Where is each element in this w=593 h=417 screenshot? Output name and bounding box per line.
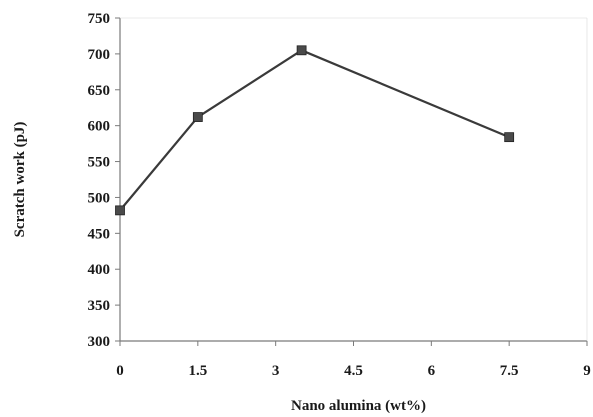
y-tick-label: 450 <box>88 226 111 242</box>
x-tick-label: 6 <box>428 363 436 379</box>
x-tick-label: 4.5 <box>344 363 363 379</box>
data-series <box>115 45 515 216</box>
data-point-marker <box>504 132 515 143</box>
series-line <box>119 49 510 212</box>
x-axis-title: Nano alumina (wt%) <box>291 398 426 414</box>
x-axis-ticks: 0 1.5 3 4.5 6 7.5 9 <box>116 341 591 379</box>
y-tick-label: 350 <box>88 298 111 314</box>
data-point-marker <box>296 45 307 56</box>
x-tick-label: 9 <box>583 363 591 379</box>
x-tick-label: 1.5 <box>188 363 207 379</box>
x-tick-label: 3 <box>272 363 280 379</box>
y-axis-title: Scratch work (pJ) <box>12 122 28 238</box>
y-tick-label: 700 <box>88 47 111 63</box>
y-axis-ticks: 750 700 650 600 550 500 450 400 350 300 <box>88 11 120 350</box>
y-tick-label: 650 <box>88 83 111 99</box>
y-tick-label: 300 <box>88 334 111 350</box>
data-point-marker <box>192 112 203 122</box>
x-tick-label: 7.5 <box>500 363 519 379</box>
y-tick-label: 550 <box>88 155 111 171</box>
y-tick-label: 400 <box>88 262 111 278</box>
plot-area <box>119 17 588 342</box>
y-tick-label: 750 <box>88 11 111 27</box>
data-point-marker <box>115 205 125 216</box>
x-tick-label: 0 <box>116 363 124 379</box>
y-tick-label: 500 <box>88 190 111 206</box>
y-tick-label: 600 <box>88 119 111 135</box>
